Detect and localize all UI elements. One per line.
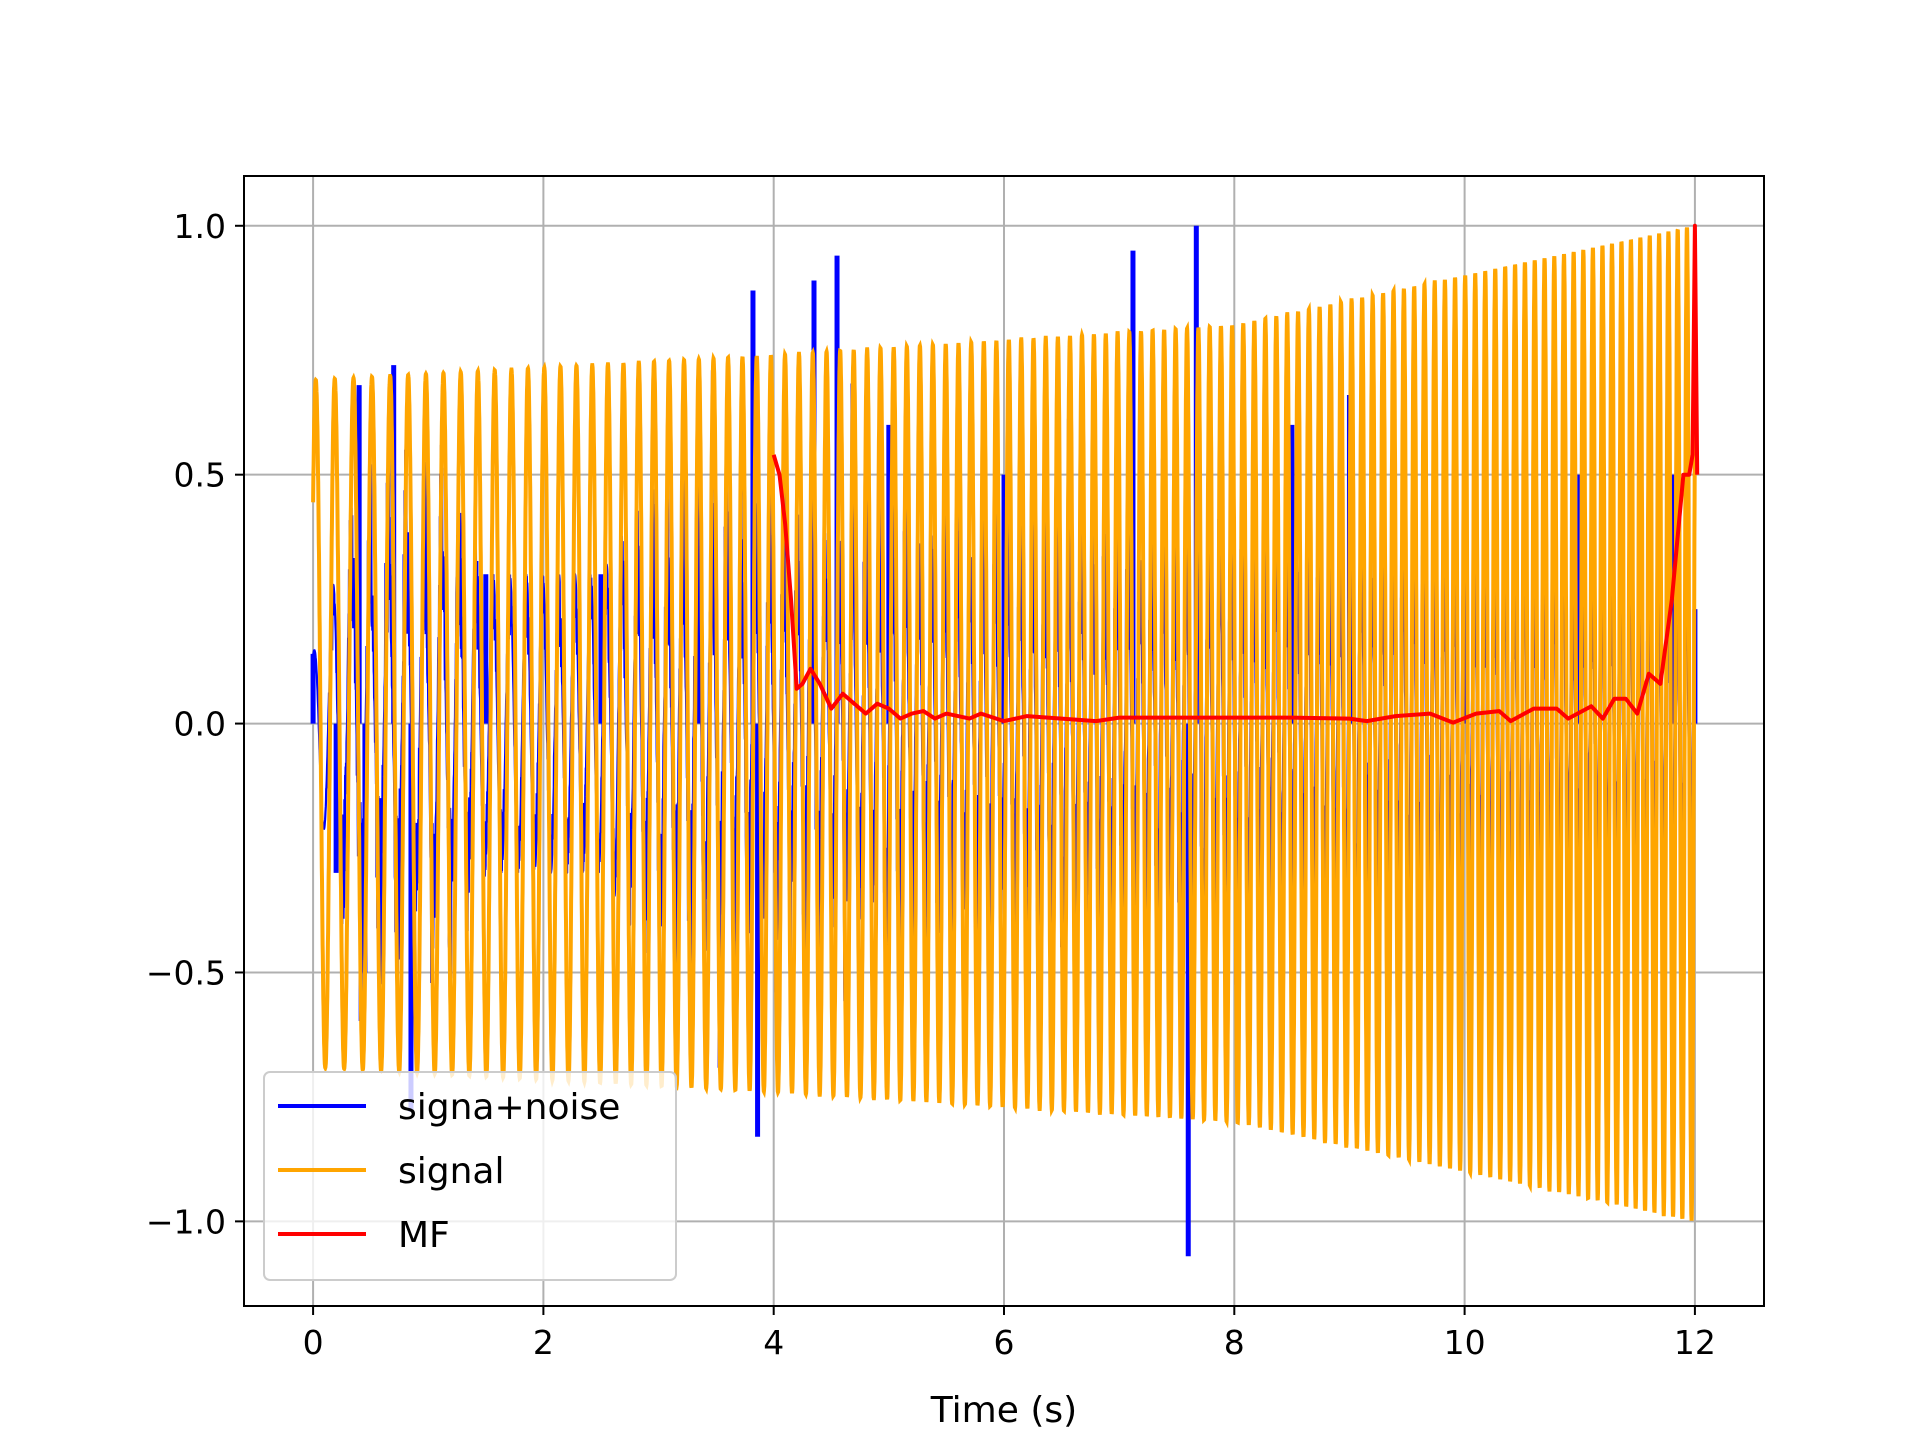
y-tick-label: −0.5: [146, 953, 226, 992]
legend: signa+noise signal MF: [263, 1071, 677, 1281]
x-tick-label: 10: [1444, 1323, 1486, 1362]
x-tick-label: 12: [1674, 1323, 1716, 1362]
legend-label-signal: signal: [398, 1151, 505, 1192]
legend-box: [263, 1071, 677, 1281]
legend-label-mf: MF: [398, 1215, 450, 1256]
x-tick-label: 6: [994, 1323, 1015, 1362]
x-axis-label: Time (s): [930, 1390, 1077, 1431]
series-mf-line: [771, 223, 1700, 725]
y-tick-label: 0.0: [174, 705, 226, 744]
series-signal-line: [311, 227, 1697, 1221]
x-tick-label: 0: [303, 1323, 324, 1362]
y-tick-label: 1.0: [174, 207, 226, 246]
x-tick-label: 8: [1224, 1323, 1245, 1362]
legend-label-signal-noise: signa+noise: [398, 1087, 620, 1128]
series-layer: [310, 223, 1700, 1257]
y-tick-label: −1.0: [146, 1202, 226, 1241]
x-tick-label: 2: [533, 1323, 554, 1362]
ticks: 0 2 4 6 8 10 12 −1.0 −0.5 0.0 0.5 1.0: [146, 207, 1716, 1362]
x-tick-label: 4: [763, 1323, 784, 1362]
y-tick-label: 0.5: [174, 456, 226, 495]
